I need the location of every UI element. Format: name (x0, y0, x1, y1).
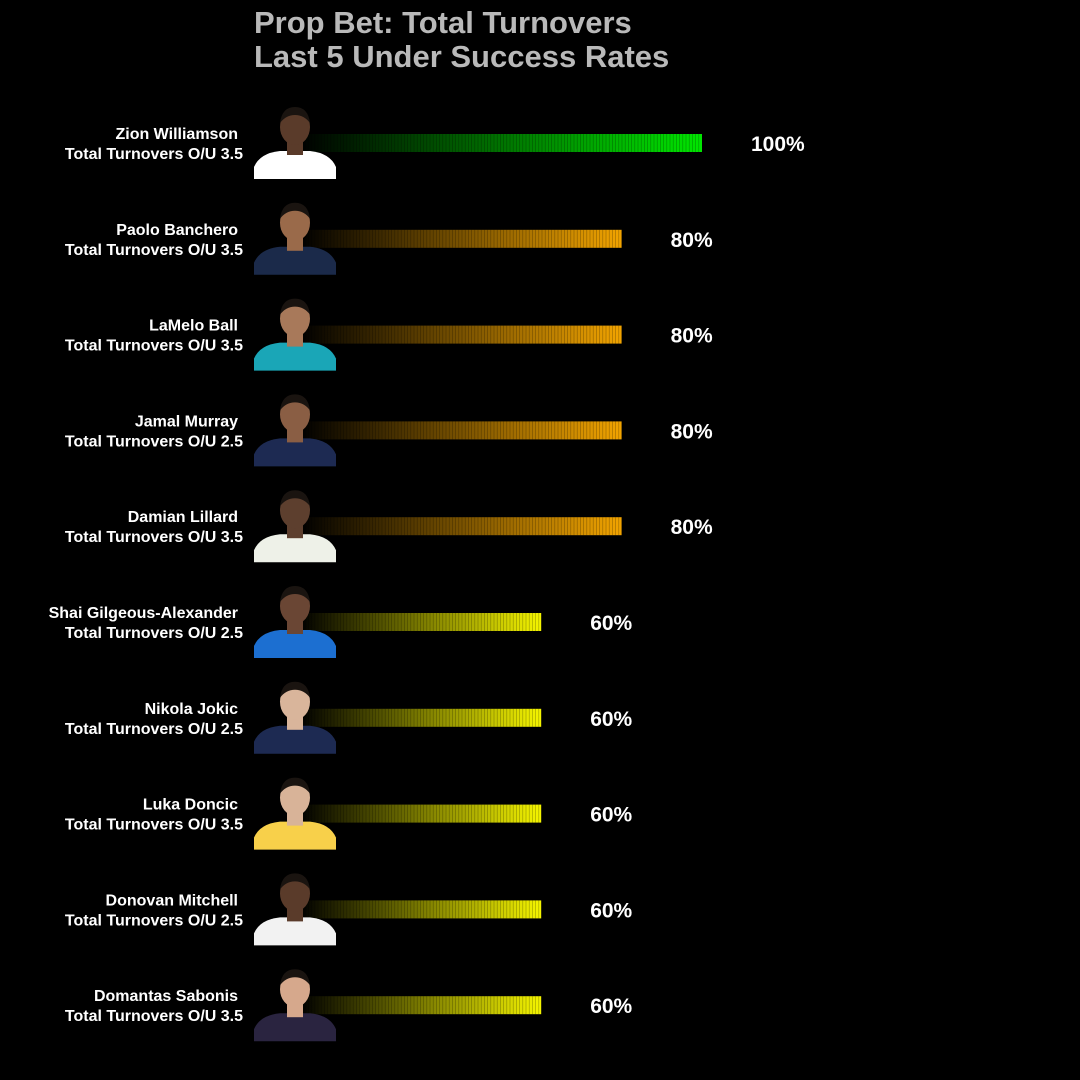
chart-title-line-1: Prop Bet: Total Turnovers (254, 5, 632, 40)
bar-stripes (301, 804, 540, 823)
data-label: 80% (671, 516, 713, 539)
data-label: 60% (590, 708, 632, 731)
chart-row: LaMelo Ball Total Turnovers O/U 3.5 80% (65, 298, 713, 371)
chart-row: Zion Williamson Total Turnovers O/U 3.5 10… (65, 107, 805, 179)
bar-stripes (301, 708, 540, 727)
player-headshot (254, 969, 336, 1042)
player-name: Nikola Jokic (145, 701, 238, 718)
bar-stripes (301, 421, 620, 440)
player-name: Jamal Murray (135, 413, 238, 430)
player-name: Domantas Sabonis (94, 988, 238, 1005)
prop-line: Total Turnovers O/U 2.5 (65, 433, 243, 450)
chart-title-line-2: Last 5 Under Success Rates (254, 39, 670, 74)
data-label: 80% (671, 229, 713, 252)
prop-line: Total Turnovers O/U 3.5 (65, 146, 243, 163)
player-headshot (254, 490, 336, 563)
chart-row: Damian Lillard Total Turnovers O/U 3.5 80% (65, 490, 713, 563)
bar (300, 517, 622, 536)
prop-line: Total Turnovers O/U 3.5 (65, 242, 243, 259)
data-label: 80% (671, 420, 713, 443)
player-name: LaMelo Ball (149, 318, 238, 335)
prop-line: Total Turnovers O/U 3.5 (65, 529, 243, 546)
bar (300, 708, 542, 727)
data-label: 60% (590, 899, 632, 922)
chart-row: Nikola Jokic Total Turnovers O/U 2.5 60% (65, 681, 633, 754)
bar (300, 996, 542, 1015)
chart-row: Paolo Banchero Total Turnovers O/U 3.5 80% (65, 202, 713, 275)
bar-stripes (301, 134, 700, 152)
player-headshot (254, 202, 336, 275)
player-headshot (254, 873, 336, 946)
data-label: 60% (590, 804, 632, 827)
chart-row: Shai Gilgeous-Alexander Total Turnovers O… (49, 586, 633, 658)
player-name: Zion Williamson (115, 126, 238, 143)
bar (300, 134, 702, 152)
player-headshot (254, 586, 336, 658)
bar (300, 421, 622, 440)
player-name: Paolo Banchero (116, 222, 238, 239)
bar (300, 325, 622, 344)
prop-line: Total Turnovers O/U 2.5 (65, 625, 243, 642)
chart-row: Jamal Murray Total Turnovers O/U 2.5 80% (65, 394, 713, 467)
prop-line: Total Turnovers O/U 3.5 (65, 338, 243, 355)
bar (300, 229, 622, 248)
prop-line: Total Turnovers O/U 3.5 (65, 1008, 243, 1025)
player-name: Shai Gilgeous-Alexander (49, 605, 238, 622)
player-name: Donovan Mitchell (106, 892, 238, 909)
player-name: Damian Lillard (128, 509, 238, 526)
bar-stripes (301, 900, 540, 919)
data-label: 60% (590, 612, 632, 635)
prop-line: Total Turnovers O/U 3.5 (65, 817, 243, 834)
player-headshot (254, 107, 336, 179)
player-headshot (254, 394, 336, 467)
chart-title: Prop Bet: Total Turnovers Last 5 Under S… (254, 6, 669, 74)
data-label: 80% (671, 325, 713, 348)
bar (300, 613, 542, 631)
player-headshot (254, 777, 336, 850)
prop-line: Total Turnovers O/U 2.5 (65, 912, 243, 929)
player-name: Luka Doncic (143, 797, 238, 814)
prop-line: Total Turnovers O/U 2.5 (65, 721, 243, 738)
bar-stripes (301, 996, 540, 1015)
bar-stripes (301, 517, 620, 536)
player-headshot (254, 298, 336, 371)
chart-row: Donovan Mitchell Total Turnovers O/U 2.5 6… (65, 873, 633, 946)
bar-stripes (301, 613, 540, 631)
bar (300, 900, 542, 919)
bar (300, 804, 542, 823)
data-label: 60% (590, 995, 632, 1018)
player-headshot (254, 681, 336, 754)
chart-row: Luka Doncic Total Turnovers O/U 3.5 60% (65, 777, 633, 850)
bar-stripes (301, 325, 620, 344)
chart-row: Domantas Sabonis Total Turnovers O/U 3.5 6… (65, 969, 633, 1042)
data-label: 100% (751, 133, 805, 156)
